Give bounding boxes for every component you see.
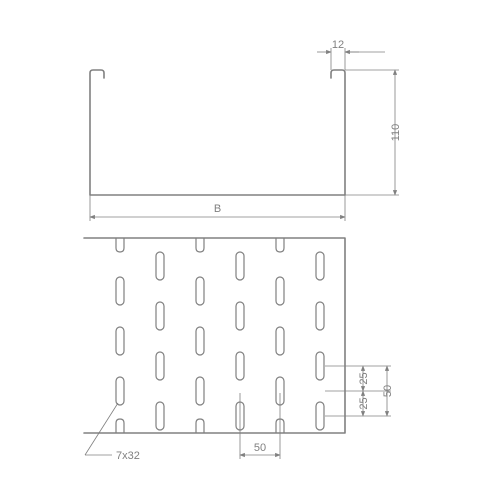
slot bbox=[156, 402, 164, 430]
slot bbox=[116, 377, 124, 405]
slot bbox=[156, 302, 164, 330]
slot bbox=[156, 352, 164, 380]
slot bbox=[116, 327, 124, 355]
dim-slot-size: 7x32 bbox=[116, 450, 140, 462]
slot bbox=[236, 352, 244, 380]
slot bbox=[116, 419, 124, 433]
dim-height: 110 bbox=[390, 124, 402, 142]
slot bbox=[196, 377, 204, 405]
slot bbox=[196, 327, 204, 355]
channel-profile bbox=[90, 70, 345, 195]
dim-flange: 12 bbox=[332, 39, 344, 51]
slot bbox=[196, 419, 204, 433]
dim-row-half-top: 25 bbox=[358, 372, 370, 384]
slot bbox=[116, 277, 124, 305]
slot bbox=[276, 238, 284, 252]
slot bbox=[316, 402, 324, 430]
slot bbox=[316, 302, 324, 330]
slot bbox=[236, 252, 244, 280]
slot bbox=[156, 252, 164, 280]
slot bbox=[236, 302, 244, 330]
slot bbox=[196, 238, 204, 252]
slot bbox=[116, 238, 124, 252]
dim-col-pitch: 50 bbox=[254, 442, 266, 454]
perforated-plate-view: 7x32 50 50 25 25 bbox=[84, 238, 394, 462]
slot bbox=[316, 352, 324, 380]
slot bbox=[276, 327, 284, 355]
slot bbox=[196, 277, 204, 305]
dim-width: B bbox=[214, 203, 221, 215]
dim-row-pitch: 50 bbox=[382, 385, 394, 397]
dim-row-half-bot: 25 bbox=[358, 397, 370, 409]
profile-section-view: 12 110 B bbox=[90, 39, 402, 221]
slot bbox=[276, 277, 284, 305]
technical-drawing: 12 110 B 7x32 50 50 25 25 bbox=[0, 0, 500, 500]
slot bbox=[316, 252, 324, 280]
